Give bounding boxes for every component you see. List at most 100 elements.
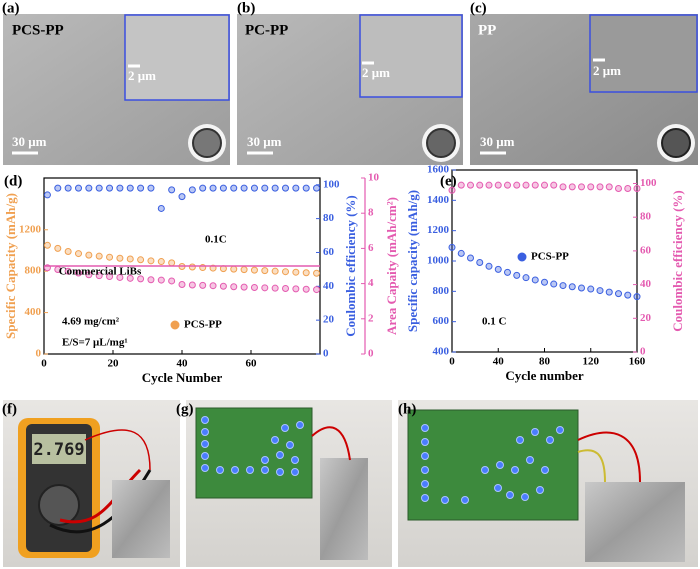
led [216, 466, 224, 474]
legend-marker [170, 320, 180, 330]
panel-label: (e) [440, 173, 457, 189]
data-point [615, 185, 622, 193]
legend-label: PCS-PP [531, 251, 569, 263]
data-point [137, 184, 145, 192]
data-point [75, 250, 82, 258]
data-point [292, 268, 300, 276]
data-point [43, 191, 51, 199]
led [276, 451, 284, 459]
x-tick-label: 120 [583, 356, 600, 368]
scale-label: 30 μm [480, 134, 515, 149]
scale-label: 30 μm [12, 134, 47, 149]
data-point [75, 269, 82, 277]
panel-label: (g) [176, 401, 194, 417]
data-point [513, 271, 521, 279]
data-point [568, 183, 576, 191]
data-point [624, 185, 632, 193]
annotation: 4.69 mg/cm² [62, 316, 120, 328]
y-tick-label: 0 [640, 346, 646, 358]
data-point [147, 184, 155, 192]
data-point [75, 184, 82, 192]
data-point [282, 184, 289, 192]
data-point [240, 266, 248, 274]
data-point [54, 244, 62, 252]
multimeter [18, 418, 170, 558]
data-point [106, 273, 114, 281]
led [481, 466, 489, 474]
data-point [240, 283, 248, 291]
led [511, 466, 519, 474]
data-point [230, 283, 238, 291]
data-point [95, 272, 103, 280]
data-point [550, 181, 558, 189]
led [516, 436, 524, 444]
scale-bars [12, 58, 605, 155]
data-point [168, 259, 176, 267]
panel-label: (a) [2, 0, 20, 16]
data-point [302, 285, 310, 293]
led [556, 426, 564, 434]
data-point [313, 286, 321, 294]
data-point [292, 285, 300, 293]
data-point [219, 282, 227, 290]
data-point [522, 274, 530, 282]
led [291, 468, 299, 476]
led [546, 436, 554, 444]
data-point [587, 285, 595, 293]
panel-label: (d) [4, 173, 22, 189]
data-point [522, 181, 530, 189]
y-tick-label: 800 [433, 285, 450, 297]
data-point [261, 267, 269, 275]
led [526, 456, 534, 464]
data-point [531, 181, 539, 189]
y-tick-label: 10 [368, 172, 380, 184]
data-point [54, 184, 62, 192]
data-point [250, 184, 258, 192]
data-point [467, 181, 474, 189]
x-tick-label: 40 [493, 356, 505, 368]
data-point [271, 184, 279, 192]
data-point [541, 278, 548, 286]
led [541, 466, 549, 474]
data-point [147, 257, 155, 265]
y-tick-label: 20 [640, 312, 652, 324]
data-point [467, 254, 474, 262]
scale-label: 2 μm [593, 63, 621, 78]
led [286, 441, 294, 449]
y-tick-label: 0 [368, 348, 374, 360]
data-point [137, 256, 145, 264]
y-tick-label: 60 [323, 246, 335, 258]
data-point [494, 265, 502, 273]
reference-label: Commercial LiBs [59, 266, 142, 278]
panel-label: (h) [398, 401, 416, 417]
led [421, 452, 429, 460]
scale-label: 30 μm [247, 134, 282, 149]
led [276, 468, 284, 476]
data-point [633, 293, 641, 301]
data-point [261, 284, 269, 292]
data-point [448, 186, 456, 194]
led [261, 466, 269, 474]
data-point [188, 281, 196, 289]
data-point [64, 184, 72, 192]
data-point [313, 269, 321, 277]
data-point [596, 183, 604, 191]
data-point [302, 269, 310, 277]
panel-label: (c) [470, 0, 487, 16]
x-axis-title: Cycle number [505, 368, 584, 383]
data-point [230, 184, 238, 192]
data-point [95, 252, 103, 260]
x-tick-label: 80 [539, 356, 551, 368]
data-point [605, 288, 613, 296]
y-tick-label: 40 [323, 280, 335, 292]
data-point [219, 184, 227, 192]
data-point [209, 282, 217, 290]
led [201, 428, 209, 436]
led-board [195, 407, 685, 562]
data-point [633, 185, 641, 193]
annotation: 0.1 C [482, 316, 507, 328]
led [246, 466, 254, 474]
data-point [209, 184, 217, 192]
data-point [250, 266, 258, 274]
led [421, 480, 429, 488]
